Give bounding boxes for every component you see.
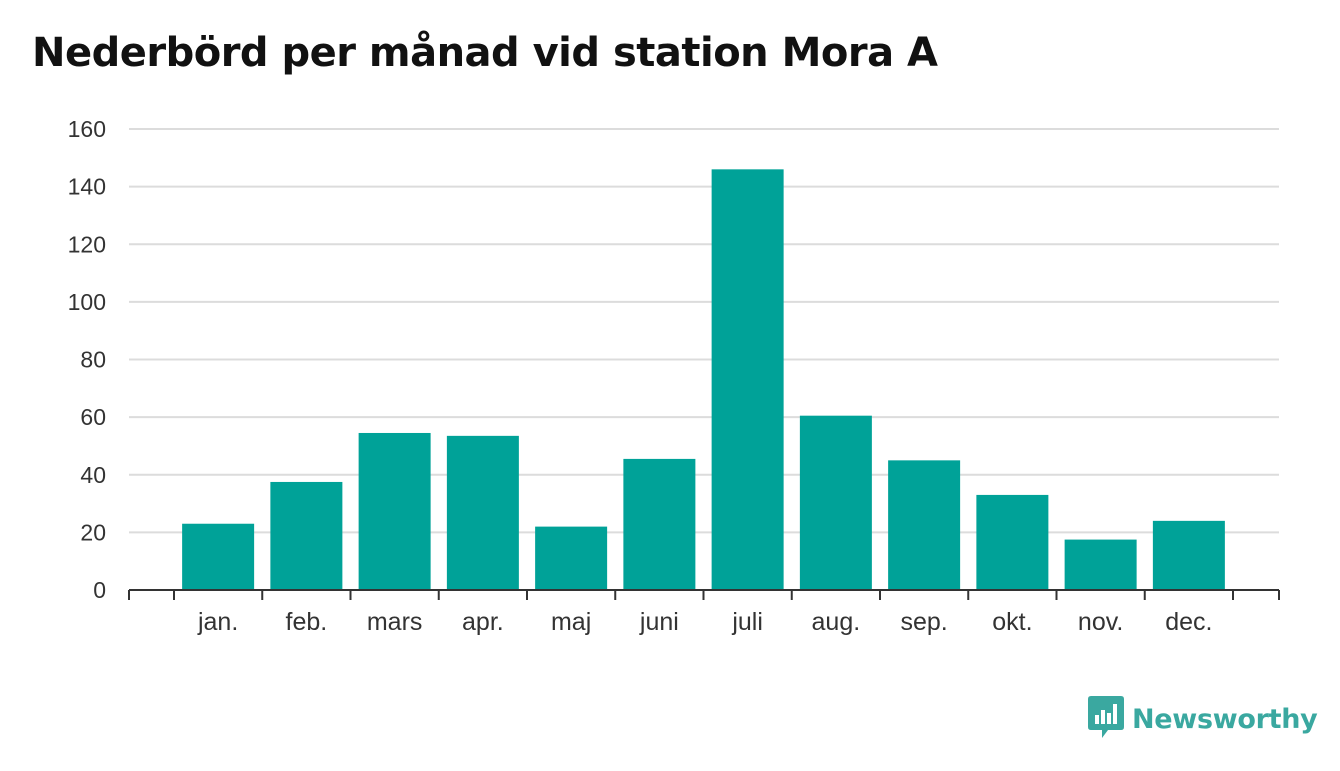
- bar-mars: [358, 432, 431, 590]
- y-tick-label: 100: [68, 289, 106, 315]
- brand-logo: Newsworthy: [1088, 696, 1318, 743]
- gridlines: [129, 128, 1279, 534]
- x-tick-label: nov.: [1078, 608, 1123, 636]
- x-tick-label: feb.: [286, 608, 328, 636]
- x-tick-label: juni: [639, 608, 679, 636]
- bar-juli: [711, 169, 784, 590]
- x-tick-label: dec.: [1165, 608, 1212, 636]
- x-tick-label: maj: [551, 608, 591, 636]
- bar-aug: [799, 415, 872, 590]
- bar-maj: [535, 526, 608, 590]
- chart-title: Nederbörd per månad vid station Mora A: [32, 30, 938, 76]
- x-tick-label: aug.: [812, 608, 861, 636]
- y-tick-label: 80: [80, 347, 106, 373]
- bar-dec: [1152, 520, 1225, 590]
- y-tick-label: 0: [93, 577, 106, 603]
- bar-okt: [976, 494, 1049, 590]
- bar-jan: [182, 523, 255, 590]
- y-tick-label: 40: [80, 462, 106, 488]
- y-tick-label: 60: [80, 404, 106, 430]
- y-tick-label: 20: [80, 519, 106, 545]
- x-tick-label: okt.: [992, 608, 1032, 636]
- x-tick-label: juli: [731, 608, 763, 636]
- y-tick-label: 120: [68, 231, 106, 257]
- y-tick-label: 160: [68, 116, 106, 142]
- x-tick-label: mars: [367, 608, 423, 636]
- brand-name: Newsworthy: [1132, 704, 1318, 735]
- bar-feb: [270, 481, 343, 590]
- x-axis: [128, 589, 1280, 600]
- y-tick-labels: 0 20 40 60 80 100 120 140 160: [68, 116, 106, 603]
- y-tick-label: 140: [68, 174, 106, 200]
- x-tick-label: jan.: [197, 608, 238, 636]
- bar-nov: [1064, 539, 1137, 590]
- x-tick-label: sep.: [900, 608, 947, 636]
- newsworthy-logo-icon: [1088, 696, 1124, 743]
- bar-sep: [888, 460, 961, 590]
- x-tick-label: apr.: [462, 608, 504, 636]
- bar-apr: [446, 435, 519, 590]
- bar-juni: [623, 458, 696, 590]
- bars: [182, 169, 1225, 590]
- x-tick-labels: jan. feb. mars apr. maj juni juli aug. sep. okt. n…: [197, 608, 1213, 636]
